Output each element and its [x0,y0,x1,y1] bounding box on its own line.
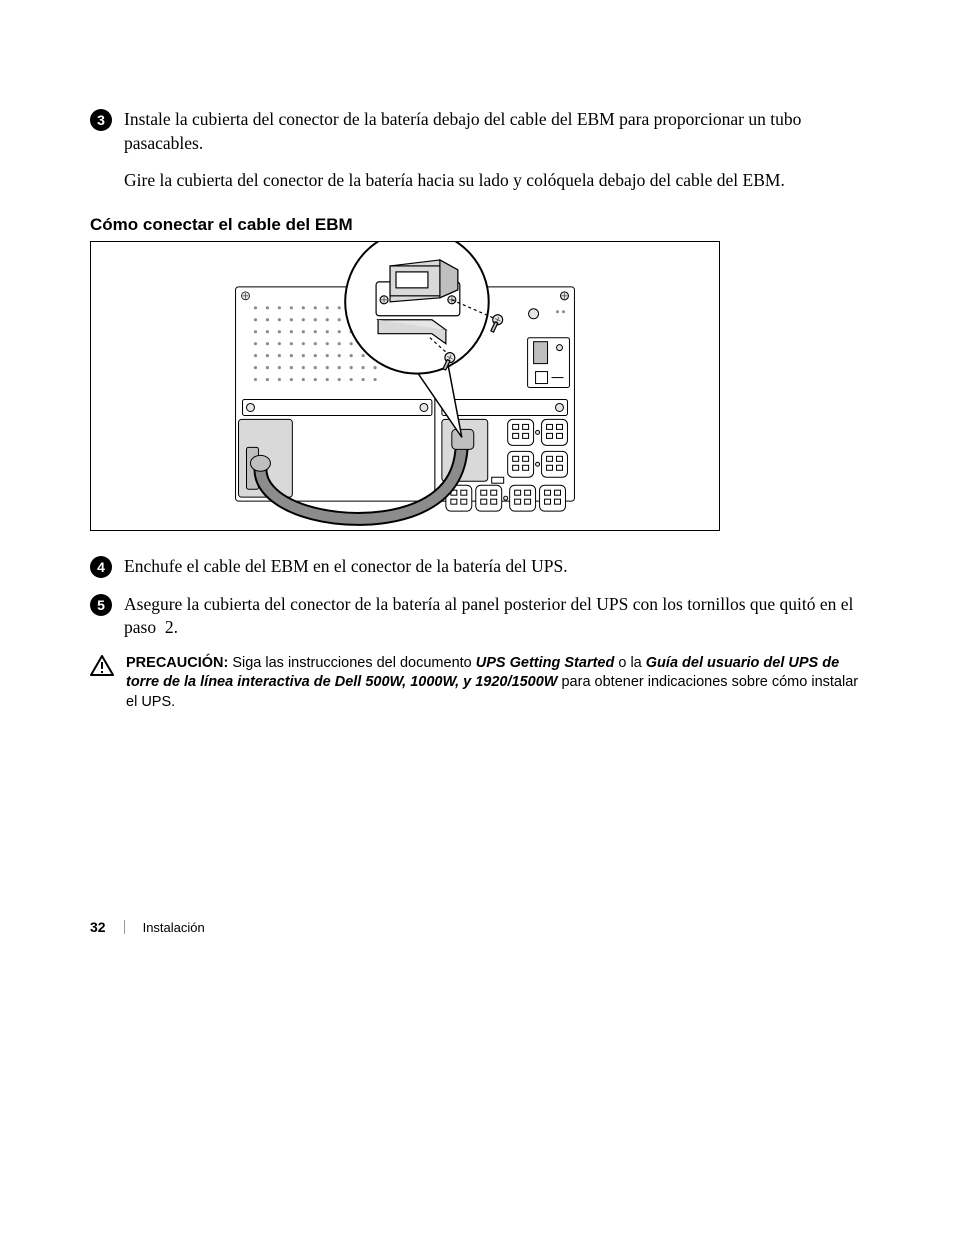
step-5-body: Asegure la cubierta del conector de la b… [124,593,864,640]
step-4: 4 Enchufe el cable del EBM en el conecto… [90,555,864,579]
figure-svg [91,242,719,531]
footer-separator [124,920,125,934]
step-5-text: Asegure la cubierta del conector de la b… [124,593,864,640]
step-4-text: Enchufe el cable del EBM en el conector … [124,555,864,579]
step-bullet-5: 5 [90,594,112,616]
caution-label: PRECAUCIÓN: [126,655,232,671]
step-3-text-2: Gire la cubierta del conector de la bate… [124,169,864,193]
step-3-body: Instale la cubierta del conector de la b… [124,108,864,193]
step-3-text-1: Instale la cubierta del conector de la b… [124,108,864,155]
figure-ebm-cable [90,241,720,531]
section-heading: Cómo conectar el cable del EBM [90,215,864,235]
caution-t1: Siga las instrucciones del documento [232,655,475,671]
caution-text: PRECAUCIÓN: Siga las instrucciones del d… [126,654,864,713]
step-bullet-3: 3 [90,109,112,131]
step-5: 5 Asegure la cubierta del conector de la… [90,593,864,640]
page-number: 32 [90,919,106,935]
step-3: 3 Instale la cubierta del conector de la… [90,108,864,193]
footer-section: Instalación [143,920,205,935]
page-footer: 32 Instalación [90,919,205,935]
warning-icon [90,655,114,677]
step-4-body: Enchufe el cable del EBM en el conector … [124,555,864,579]
caution-t2: o la [614,655,645,671]
caution-block: PRECAUCIÓN: Siga las instrucciones del d… [90,654,864,713]
caution-i1: UPS Getting Started [476,655,615,671]
page: 3 Instale la cubierta del conector de la… [0,0,954,1235]
step-bullet-4: 4 [90,556,112,578]
